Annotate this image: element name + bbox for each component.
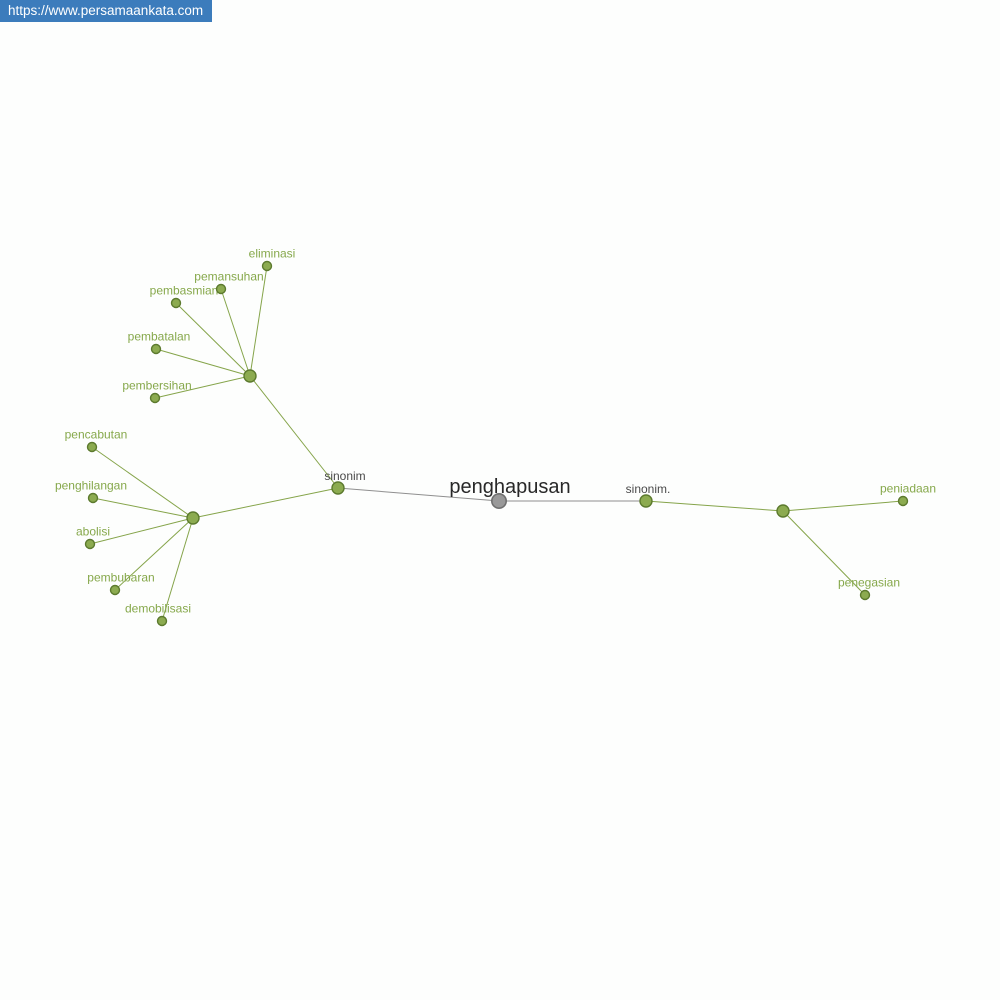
node-label-pembasmian[interactable]: pembasmian [150,284,219,298]
graph-node-pemansuhan[interactable] [215,283,227,295]
node-label-penghilangan[interactable]: penghilangan [55,479,127,493]
graph-node-sinonim-left[interactable] [331,481,345,495]
graph-edge-hub-left-abolisi [89,517,194,545]
graph-node-penegasian[interactable] [859,589,871,601]
graph-edge-hub-right-sinonim-right [645,500,784,512]
graph-edge-hub-top-eliminasi [249,265,268,377]
graph-edge-hub-top-sinonim-left [249,375,339,489]
graph-node-hub-right[interactable] [776,504,790,518]
node-label-pembersihan[interactable]: pembersihan [122,379,191,393]
node-label-pencabutan[interactable]: pencabutan [65,428,128,442]
node-label-abolisi[interactable]: abolisi [76,525,110,539]
graph-edge-hub-right-penegasian [782,510,866,596]
graph-node-pembatalan[interactable] [150,343,162,355]
node-label-sinonim-left[interactable]: sinonim [324,469,365,483]
graph-edge-hub-top-pembersihan [154,375,251,399]
graph-node-sinonim-right[interactable] [639,494,653,508]
graph-node-pencabutan[interactable] [86,441,98,453]
graph-node-eliminasi[interactable] [261,260,273,272]
node-label-pembatalan[interactable]: pembatalan [128,330,191,344]
graph-node-pembasmian[interactable] [170,297,182,309]
graph-edge-hub-left-demobilisasi [161,517,194,622]
node-label-penghapusan[interactable]: penghapusan [449,476,570,498]
node-label-peniadaan[interactable]: peniadaan [880,482,936,496]
graph-edge-hub-left-pembubaran [114,517,194,591]
graph-edge-hub-top-pemansuhan [220,288,251,377]
node-label-pembubaran[interactable]: pembubaran [87,571,154,585]
graph-edge-sinonim-left-penghapusan [337,487,500,502]
node-label-eliminasi[interactable]: eliminasi [249,247,296,261]
node-label-demobilisasi[interactable]: demobilisasi [125,602,191,616]
graph-node-penghapusan[interactable] [490,492,507,509]
graph-node-pembubaran[interactable] [109,584,121,596]
graph-edge-hub-top-pembatalan [155,348,251,377]
graph-edge-hub-left-pencabutan [91,446,194,519]
graph-edge-hub-right-peniadaan [782,500,904,512]
graph-edge-hub-left-penghilangan [92,497,194,519]
graph-edge-hub-top-pembasmian [175,302,251,377]
graph-node-hub-left[interactable] [186,511,200,525]
graph-node-hub-top[interactable] [243,369,257,383]
graph-node-abolisi[interactable] [84,538,96,550]
node-label-sinonim-right[interactable]: sinonim. [626,482,671,496]
graph-node-pembersihan[interactable] [149,392,161,404]
site-url-badge: https://www.persamaankata.com [0,0,213,22]
graph-edge-hub-left-sinonim-left [192,487,339,519]
graph-node-penghilangan[interactable] [87,492,99,504]
graph-node-demobilisasi[interactable] [156,615,168,627]
node-label-penegasian[interactable]: penegasian [838,576,900,590]
graph-node-peniadaan[interactable] [897,495,909,507]
node-label-pemansuhan[interactable]: pemansuhan [194,270,263,284]
